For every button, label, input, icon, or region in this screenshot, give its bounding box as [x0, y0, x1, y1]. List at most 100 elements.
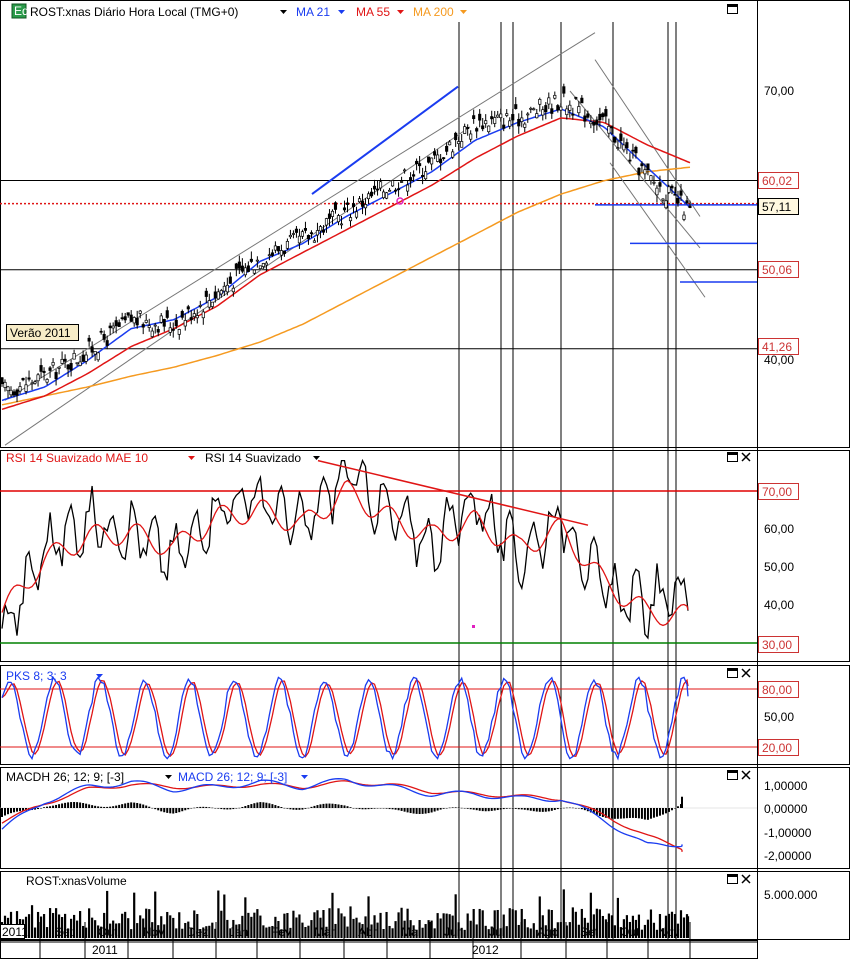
macd-hist-bar	[541, 808, 544, 812]
close-icon[interactable]	[741, 452, 751, 462]
chevron-down-icon[interactable]	[96, 674, 103, 678]
rsi-panel	[0, 458, 757, 644]
volume-bar	[484, 925, 487, 938]
ma200-line	[1, 166, 691, 406]
macd-hist-bar	[517, 808, 520, 810]
candle-body	[565, 108, 569, 116]
macd-hist-bar	[46, 806, 49, 808]
maximize-icon[interactable]	[727, 668, 738, 678]
chevron-down-icon[interactable]	[188, 456, 195, 460]
stoch-title[interactable]: PKS 8; 3; 3	[6, 669, 67, 683]
volume-bar	[139, 915, 142, 938]
volume-bar	[610, 915, 613, 938]
chevron-down-icon[interactable]	[460, 10, 467, 14]
chevron-down-icon[interactable]	[397, 10, 404, 14]
volume-bar	[598, 909, 601, 938]
legend-ma55[interactable]: MA 55	[356, 5, 390, 19]
macd-hist-bar	[652, 808, 655, 818]
macd-hist-bar	[316, 805, 319, 808]
level-box-50	[758, 261, 799, 278]
legend-ma200[interactable]: MA 200	[413, 5, 454, 19]
volume-bar	[316, 910, 319, 938]
volume-bar	[481, 910, 484, 938]
candle-body	[300, 231, 304, 237]
macd-hist-bar	[322, 803, 325, 808]
macd-hist-bar	[247, 805, 250, 808]
candle-body	[96, 352, 100, 361]
candle-body	[532, 108, 536, 111]
volume-bar	[57, 914, 61, 938]
macd-hist-bar	[391, 808, 394, 810]
macd-hist-bar	[388, 808, 391, 810]
volume-bar	[244, 897, 247, 938]
volume-bar	[667, 913, 671, 938]
macd-title[interactable]: MACDH 26; 12; 9; [-3]	[6, 770, 124, 784]
volume-bar	[304, 926, 307, 938]
volume-bar	[205, 926, 208, 938]
macd-hist-bar	[481, 808, 484, 812]
volume-bar	[466, 913, 469, 938]
macd-hist-bar	[508, 808, 511, 809]
chevron-down-icon[interactable]	[313, 456, 320, 460]
macd-hist-bar	[79, 802, 82, 808]
macd-hist-bar	[190, 808, 193, 809]
volume-bar	[388, 925, 391, 938]
macd-hist-bar	[199, 806, 202, 808]
rsi-marker	[472, 625, 475, 628]
chevron-down-icon[interactable]	[280, 10, 287, 14]
volume-bar	[352, 918, 355, 938]
chevron-down-icon[interactable]	[165, 775, 172, 779]
volume-bar	[619, 927, 622, 938]
macd-hist-bar	[568, 807, 571, 809]
candle-body	[553, 94, 557, 99]
maximize-icon[interactable]	[727, 770, 738, 780]
macd-hist-bar	[499, 808, 502, 810]
rsi-title[interactable]: RSI 14 Suavizado MAE 10	[6, 451, 148, 465]
volume-bar	[100, 926, 103, 938]
macd-title2[interactable]: MACD 26; 12; 9; [-3]	[178, 770, 287, 784]
macd-hist-bar	[235, 808, 238, 809]
macd-hist-bar	[163, 808, 166, 813]
macd-hist-bar	[121, 804, 124, 808]
maximize-icon[interactable]	[727, 4, 738, 14]
candle-body	[21, 377, 25, 381]
volume-bar	[640, 929, 644, 938]
macd-hist-bar	[181, 808, 184, 812]
volume-bar	[145, 908, 148, 938]
chevron-down-icon[interactable]	[338, 10, 345, 14]
volume-title[interactable]: ROST:xnasVolume	[26, 874, 127, 888]
maximize-icon[interactable]	[727, 874, 738, 884]
macd-hist-bar	[565, 807, 568, 809]
macd-tick-1: 1,00000	[764, 779, 808, 793]
macd-hist-bar	[532, 808, 535, 812]
candle-body	[493, 117, 497, 124]
first-label-box	[0, 924, 25, 939]
symbol-title[interactable]: ROST:xnas Diário Hora Local (TMG+0)	[30, 5, 238, 19]
eq-badge-icon[interactable]	[11, 3, 27, 19]
legend-ma21[interactable]: MA 21	[296, 5, 330, 19]
price-tick-70: 70,00	[764, 84, 794, 98]
chevron-down-icon[interactable]	[301, 775, 308, 779]
macd-hist-bar	[1, 808, 3, 817]
close-icon[interactable]	[741, 668, 751, 678]
candle-body	[186, 306, 190, 310]
stoch-box-20	[758, 739, 799, 756]
candle-body	[159, 315, 163, 323]
volume-bar	[508, 908, 511, 938]
candle-body	[75, 362, 79, 365]
volume-bar	[118, 923, 121, 938]
rsi-title2[interactable]: RSI 14 Suavizado	[205, 451, 301, 465]
maximize-icon[interactable]	[727, 452, 738, 462]
close-icon[interactable]	[741, 874, 751, 884]
macd-hist-bar	[373, 808, 376, 809]
macd-hist-bar	[493, 808, 496, 811]
close-icon[interactable]	[741, 770, 751, 780]
macd-hist-bar	[442, 808, 445, 809]
candle-body	[135, 317, 139, 326]
candle-body	[475, 128, 479, 132]
volume-bar	[382, 928, 385, 938]
macd-hist-bar	[241, 806, 244, 808]
macd-hist-bar	[478, 808, 481, 811]
volume-bar	[42, 914, 46, 938]
macd-hist-bar	[37, 808, 40, 810]
